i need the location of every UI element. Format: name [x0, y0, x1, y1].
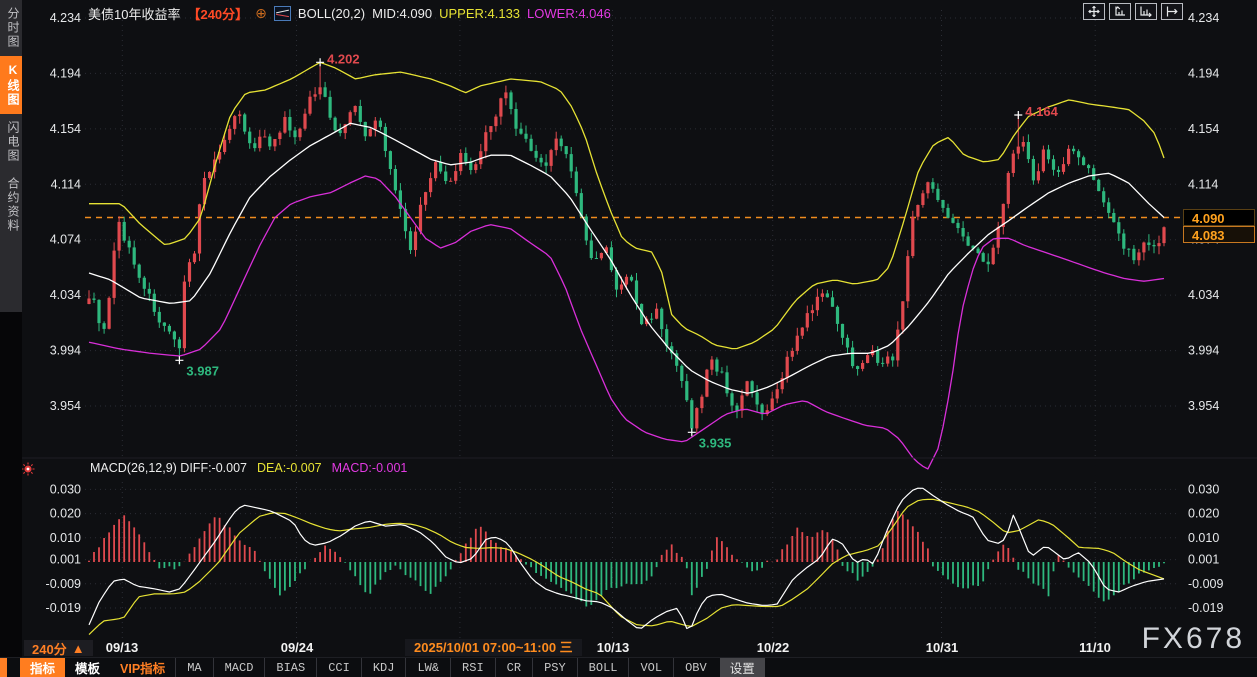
svg-text:3.935: 3.935: [699, 435, 732, 450]
x-axis-scale-icon[interactable]: [1135, 3, 1157, 20]
svg-text:0.001: 0.001: [50, 553, 81, 567]
x-tick-label: 09/13: [106, 640, 139, 655]
svg-text:4.114: 4.114: [51, 177, 81, 191]
svg-text:-0.019: -0.019: [46, 601, 81, 615]
chart-app-window: 4.234 4.234 4.194 4.194 4.154 4.154 4.114 4.114…: [0, 0, 1257, 677]
indicator-toolbar: 指标 模板 VIP指标 MA MACD BIAS CCI KDJ LW& RSI…: [0, 657, 1257, 677]
macd-histogram: [89, 511, 1164, 606]
sidebar-item-timeline-chart[interactable]: 分时图: [0, 0, 22, 56]
toolbar-bias-button[interactable]: BIAS: [264, 658, 316, 677]
toolbar-cci-button[interactable]: CCI: [316, 658, 361, 677]
toolbar-vol-button[interactable]: VOL: [628, 658, 673, 677]
interval-selector[interactable]: 240分 ▲: [24, 640, 93, 656]
toolbar-vip-indicator-button[interactable]: VIP指标: [110, 658, 175, 677]
last-price-tag: 4.083: [1183, 226, 1255, 243]
toolbar-kdj-button[interactable]: KDJ: [361, 658, 406, 677]
svg-text:4.034: 4.034: [50, 288, 81, 302]
macd-dea-value: DEA:-0.007: [257, 461, 322, 475]
x-tick-label: 10/13: [597, 640, 630, 655]
svg-text:4.194: 4.194: [50, 66, 81, 80]
svg-text:3.987: 3.987: [186, 363, 219, 378]
svg-text:4.234: 4.234: [1188, 11, 1219, 25]
sidebar-item-candle-chart[interactable]: K线图: [0, 56, 22, 114]
toolbar-accent: [0, 658, 7, 677]
x-axis-row: 240分 ▲ 09/13 09/24 2025/10/01 07:00~11:0…: [22, 639, 1257, 658]
svg-text:4.074: 4.074: [50, 233, 81, 247]
toolbar-ma-button[interactable]: MA: [175, 658, 212, 677]
x-tick-label: 09/24: [281, 640, 314, 655]
boll-upper-value: UPPER:4.133: [439, 6, 520, 21]
interval-label: 240分: [32, 639, 67, 658]
boll-mid-line: [89, 123, 1164, 393]
toolbar-indicator-button[interactable]: 指标: [20, 658, 65, 677]
toolbar-cr-button[interactable]: CR: [495, 658, 532, 677]
toolbar-obv-button[interactable]: OBV: [673, 658, 718, 677]
svg-text:0.010: 0.010: [50, 531, 81, 545]
candles: [87, 62, 1165, 434]
toolbar-macd-button[interactable]: MACD: [213, 658, 265, 677]
extreme-annotations: 4.202 3.987 4.164 3.935: [175, 51, 1058, 450]
macd-hist-value: MACD:-0.001: [332, 461, 408, 475]
svg-text:0.020: 0.020: [50, 507, 81, 521]
svg-text:-0.009: -0.009: [46, 577, 81, 591]
svg-text:0.030: 0.030: [1188, 482, 1219, 496]
toolbar-rsi-button[interactable]: RSI: [450, 658, 495, 677]
x-tick-label: 10/22: [757, 640, 790, 655]
instrument-title: 美债10年收益率: [88, 4, 180, 23]
pan-tool-icon[interactable]: [1083, 3, 1105, 20]
svg-text:4.164: 4.164: [1025, 104, 1058, 119]
boll-mid-value: MID:4.090: [372, 6, 432, 21]
svg-text:4.154: 4.154: [1188, 122, 1219, 136]
x-tick-label: 10/31: [926, 640, 959, 655]
chart-tool-group: [1083, 3, 1183, 20]
svg-text:0.010: 0.010: [1188, 531, 1219, 545]
toolbar-settings-button[interactable]: 设置: [720, 658, 765, 677]
x-tick-label: 11/10: [1079, 640, 1111, 655]
export-right-icon[interactable]: [1161, 3, 1183, 20]
toolbar-lw-button[interactable]: LW&: [405, 658, 450, 677]
svg-text:3.994: 3.994: [50, 344, 81, 358]
svg-text:0.001: 0.001: [1188, 553, 1219, 567]
interval-badge[interactable]: 【240分】: [187, 4, 248, 23]
svg-text:4.034: 4.034: [1188, 288, 1219, 302]
chart-header: 美债10年收益率 【240分】 ⊕ BOLL(20,2) MID:4.090 U…: [88, 4, 611, 22]
macd-diff-value: MACD(26,12,9) DIFF:-0.007: [90, 461, 247, 475]
svg-text:-0.019: -0.019: [1188, 601, 1223, 615]
svg-text:4.234: 4.234: [50, 11, 81, 25]
sidebar-item-contract-info[interactable]: 合约资料: [0, 170, 22, 240]
sidebar-item-flash-chart[interactable]: 闪电图: [0, 114, 22, 170]
y-axis-scale-icon[interactable]: [1109, 3, 1131, 20]
indicator-chart-icon[interactable]: [274, 6, 291, 21]
price-axis-labels: 4.234 4.234 4.194 4.194 4.154 4.154 4.114 4.114…: [46, 11, 1224, 615]
toolbar-template-button[interactable]: 模板: [65, 658, 110, 677]
boll-lower-value: LOWER:4.046: [527, 6, 611, 21]
boll-legend-label: BOLL(20,2): [298, 6, 365, 21]
left-sidebar: 分时图 K线图 闪电图 合约资料: [0, 0, 22, 677]
svg-text:3.954: 3.954: [50, 399, 81, 413]
svg-text:3.994: 3.994: [1188, 344, 1219, 358]
svg-text:4.202: 4.202: [327, 51, 360, 66]
toolbar-boll-button[interactable]: BOLL: [577, 658, 629, 677]
svg-text:0.020: 0.020: [1188, 507, 1219, 521]
svg-text:4.154: 4.154: [50, 122, 81, 136]
svg-text:4.114: 4.114: [1188, 177, 1218, 191]
svg-text:3.954: 3.954: [1188, 399, 1219, 413]
toolbar-psy-button[interactable]: PSY: [532, 658, 577, 677]
svg-text:0.030: 0.030: [50, 482, 81, 496]
grid: [85, 10, 1180, 638]
chart-canvas[interactable]: 4.234 4.234 4.194 4.194 4.154 4.154 4.114 4.114…: [0, 0, 1257, 677]
chevron-up-icon: ▲: [72, 641, 85, 656]
macd-header: MACD(26,12,9) DIFF:-0.007 DEA:-0.007 MAC…: [90, 461, 407, 475]
add-indicator-icon[interactable]: ⊕: [255, 5, 267, 22]
svg-text:-0.009: -0.009: [1188, 577, 1223, 591]
alert-status-icon: [20, 461, 36, 477]
selected-candle-datetime: 2025/10/01 07:00~11:00 三: [405, 639, 582, 656]
svg-text:4.194: 4.194: [1188, 66, 1219, 80]
alert-price-tag: 4.090: [1183, 209, 1255, 226]
